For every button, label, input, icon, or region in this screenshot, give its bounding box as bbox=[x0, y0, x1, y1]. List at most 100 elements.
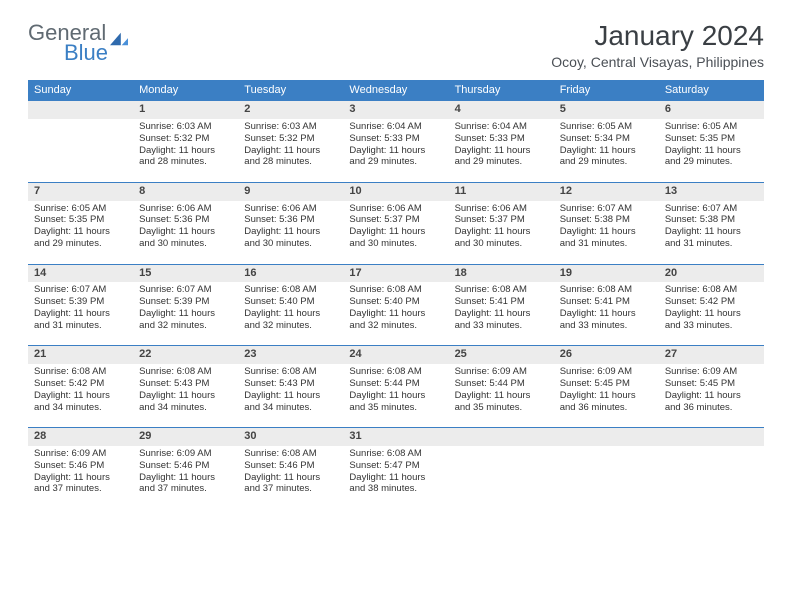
day-sunrise: Sunrise: 6:09 AM bbox=[139, 448, 232, 460]
day-sunset: Sunset: 5:44 PM bbox=[455, 378, 548, 390]
day-number-cell: 16 bbox=[238, 264, 343, 282]
day-sunrise: Sunrise: 6:08 AM bbox=[665, 284, 758, 296]
day-number-cell: 20 bbox=[659, 264, 764, 282]
day-dl2: and 28 minutes. bbox=[139, 156, 232, 168]
day-number-cell: 27 bbox=[659, 346, 764, 364]
day-number-cell: 14 bbox=[28, 264, 133, 282]
day-dl2: and 29 minutes. bbox=[665, 156, 758, 168]
day-sunset: Sunset: 5:32 PM bbox=[139, 133, 232, 145]
day-dl2: and 34 minutes. bbox=[34, 402, 127, 414]
day-dl2: and 32 minutes. bbox=[139, 320, 232, 332]
day-info-cell: Sunrise: 6:04 AMSunset: 5:33 PMDaylight:… bbox=[343, 119, 448, 179]
day-number-cell: 11 bbox=[449, 182, 554, 200]
day-dl2: and 34 minutes. bbox=[244, 402, 337, 414]
day-sunset: Sunset: 5:32 PM bbox=[244, 133, 337, 145]
day-dl2: and 29 minutes. bbox=[349, 156, 442, 168]
day-number-cell: 21 bbox=[28, 346, 133, 364]
day-dl1: Daylight: 11 hours bbox=[349, 308, 442, 320]
day-info-cell: Sunrise: 6:08 AMSunset: 5:43 PMDaylight:… bbox=[133, 364, 238, 424]
day-number-cell: 6 bbox=[659, 101, 764, 119]
day-number-cell: 24 bbox=[343, 346, 448, 364]
day-info-cell: Sunrise: 6:05 AMSunset: 5:35 PMDaylight:… bbox=[28, 201, 133, 261]
calendar-header-row: SundayMondayTuesdayWednesdayThursdayFrid… bbox=[28, 80, 764, 101]
calendar-table: SundayMondayTuesdayWednesdayThursdayFrid… bbox=[28, 80, 764, 509]
day-number-cell: 15 bbox=[133, 264, 238, 282]
day-dl2: and 37 minutes. bbox=[34, 483, 127, 495]
day-dl1: Daylight: 11 hours bbox=[665, 226, 758, 238]
day-dl1: Daylight: 11 hours bbox=[139, 472, 232, 484]
day-number-row: 123456 bbox=[28, 101, 764, 119]
day-sunrise: Sunrise: 6:08 AM bbox=[349, 448, 442, 460]
day-info-cell: Sunrise: 6:07 AMSunset: 5:39 PMDaylight:… bbox=[28, 282, 133, 342]
day-dl2: and 32 minutes. bbox=[349, 320, 442, 332]
day-number-cell: 30 bbox=[238, 428, 343, 446]
day-dl2: and 38 minutes. bbox=[349, 483, 442, 495]
day-sunrise: Sunrise: 6:08 AM bbox=[244, 366, 337, 378]
logo-sail-icon bbox=[110, 32, 128, 46]
day-sunset: Sunset: 5:46 PM bbox=[34, 460, 127, 472]
day-sunrise: Sunrise: 6:08 AM bbox=[560, 284, 653, 296]
day-dl2: and 33 minutes. bbox=[455, 320, 548, 332]
day-number-cell: 29 bbox=[133, 428, 238, 446]
day-info-cell: Sunrise: 6:08 AMSunset: 5:43 PMDaylight:… bbox=[238, 364, 343, 424]
day-number-cell: 22 bbox=[133, 346, 238, 364]
day-sunset: Sunset: 5:47 PM bbox=[349, 460, 442, 472]
day-sunrise: Sunrise: 6:06 AM bbox=[455, 203, 548, 215]
day-info-cell: Sunrise: 6:03 AMSunset: 5:32 PMDaylight:… bbox=[133, 119, 238, 179]
weekday-header: Thursday bbox=[449, 80, 554, 101]
day-dl1: Daylight: 11 hours bbox=[349, 390, 442, 402]
day-number-cell: 19 bbox=[554, 264, 659, 282]
day-dl2: and 37 minutes. bbox=[244, 483, 337, 495]
day-dl1: Daylight: 11 hours bbox=[455, 226, 548, 238]
weekday-header: Sunday bbox=[28, 80, 133, 101]
day-number-cell: 12 bbox=[554, 182, 659, 200]
day-number-cell: 7 bbox=[28, 182, 133, 200]
day-number-row: 78910111213 bbox=[28, 182, 764, 200]
day-dl2: and 29 minutes. bbox=[34, 238, 127, 250]
day-sunset: Sunset: 5:35 PM bbox=[665, 133, 758, 145]
day-number-cell bbox=[28, 101, 133, 119]
day-dl1: Daylight: 11 hours bbox=[244, 226, 337, 238]
day-dl2: and 35 minutes. bbox=[349, 402, 442, 414]
day-sunset: Sunset: 5:36 PM bbox=[139, 214, 232, 226]
day-dl2: and 28 minutes. bbox=[244, 156, 337, 168]
day-sunrise: Sunrise: 6:08 AM bbox=[455, 284, 548, 296]
day-number-cell: 17 bbox=[343, 264, 448, 282]
day-sunrise: Sunrise: 6:08 AM bbox=[139, 366, 232, 378]
page-header: General Blue January 2024 Ocoy, Central … bbox=[28, 20, 764, 70]
day-dl2: and 31 minutes. bbox=[34, 320, 127, 332]
day-number-cell bbox=[659, 428, 764, 446]
day-sunrise: Sunrise: 6:08 AM bbox=[349, 284, 442, 296]
day-dl1: Daylight: 11 hours bbox=[139, 145, 232, 157]
day-number-cell: 23 bbox=[238, 346, 343, 364]
day-sunset: Sunset: 5:45 PM bbox=[560, 378, 653, 390]
day-sunrise: Sunrise: 6:08 AM bbox=[244, 448, 337, 460]
day-sunset: Sunset: 5:33 PM bbox=[349, 133, 442, 145]
day-sunset: Sunset: 5:46 PM bbox=[244, 460, 337, 472]
day-info-cell: Sunrise: 6:09 AMSunset: 5:44 PMDaylight:… bbox=[449, 364, 554, 424]
month-title: January 2024 bbox=[551, 20, 764, 52]
day-sunrise: Sunrise: 6:09 AM bbox=[665, 366, 758, 378]
day-sunset: Sunset: 5:43 PM bbox=[139, 378, 232, 390]
day-info-cell bbox=[449, 446, 554, 506]
day-dl2: and 36 minutes. bbox=[665, 402, 758, 414]
day-dl2: and 29 minutes. bbox=[455, 156, 548, 168]
day-dl1: Daylight: 11 hours bbox=[34, 472, 127, 484]
day-info-cell: Sunrise: 6:06 AMSunset: 5:36 PMDaylight:… bbox=[133, 201, 238, 261]
day-sunset: Sunset: 5:39 PM bbox=[139, 296, 232, 308]
day-dl2: and 31 minutes. bbox=[560, 238, 653, 250]
day-sunrise: Sunrise: 6:05 AM bbox=[560, 121, 653, 133]
day-info-cell: Sunrise: 6:04 AMSunset: 5:33 PMDaylight:… bbox=[449, 119, 554, 179]
day-sunset: Sunset: 5:36 PM bbox=[244, 214, 337, 226]
day-sunset: Sunset: 5:46 PM bbox=[139, 460, 232, 472]
day-sunset: Sunset: 5:37 PM bbox=[349, 214, 442, 226]
day-info-row: Sunrise: 6:03 AMSunset: 5:32 PMDaylight:… bbox=[28, 119, 764, 179]
brand-part2: Blue bbox=[64, 40, 108, 66]
day-dl1: Daylight: 11 hours bbox=[139, 226, 232, 238]
day-dl1: Daylight: 11 hours bbox=[139, 308, 232, 320]
day-dl1: Daylight: 11 hours bbox=[455, 390, 548, 402]
day-sunset: Sunset: 5:38 PM bbox=[560, 214, 653, 226]
day-sunset: Sunset: 5:41 PM bbox=[560, 296, 653, 308]
day-info-cell: Sunrise: 6:08 AMSunset: 5:41 PMDaylight:… bbox=[554, 282, 659, 342]
day-number-cell: 25 bbox=[449, 346, 554, 364]
